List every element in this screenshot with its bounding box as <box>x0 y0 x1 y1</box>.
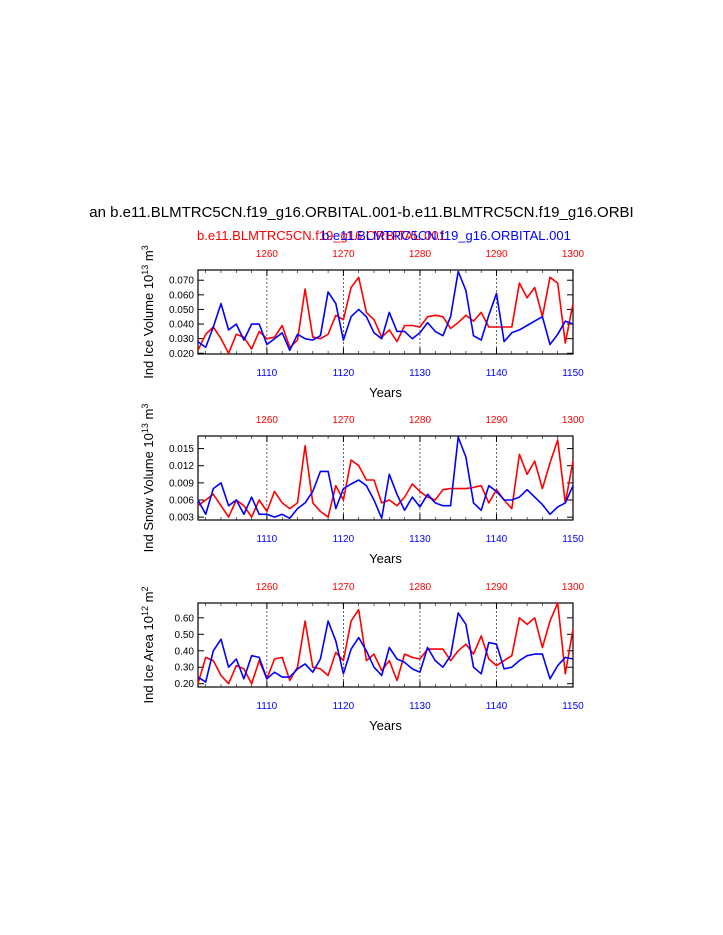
x-tick-label-bottom: 1110 <box>256 534 277 545</box>
y-tick-label: 0.30 <box>175 663 195 674</box>
x-tick-label-bottom: 1140 <box>486 534 508 545</box>
x-tick-label-bottom: 1130 <box>409 701 431 712</box>
y-tick-label: 0.003 <box>169 513 194 524</box>
x-axis-label: Years <box>369 718 402 733</box>
x-tick-label-top: 1300 <box>562 249 585 260</box>
plot-frame <box>197 435 574 521</box>
y-tick-label: 0.070 <box>169 276 194 287</box>
x-tick-label-bottom: 1110 <box>256 701 277 712</box>
x-tick-label-top: 1280 <box>409 249 432 260</box>
y-tick-label: 0.020 <box>169 349 194 360</box>
y-tick-label: 0.015 <box>169 444 194 455</box>
x-tick-label-top: 1270 <box>332 249 355 260</box>
x-tick-label-top: 1270 <box>332 582 355 593</box>
y-axis-label: Ind Snow Volume 1013 m3 <box>140 404 156 553</box>
y-axis-label: Ind Ice Area 1012 m2 <box>140 587 156 704</box>
y-tick-label: 0.009 <box>169 478 194 489</box>
x-tick-label-bottom: 1120 <box>333 368 355 379</box>
y-tick-label: 0.50 <box>175 630 195 641</box>
y-tick-label: 0.040 <box>169 320 194 331</box>
x-tick-label-bottom: 1130 <box>409 368 431 379</box>
x-tick-label-top: 1280 <box>409 582 432 593</box>
x-tick-label-top: 1290 <box>485 249 508 260</box>
x-tick-label-top: 1300 <box>562 415 585 426</box>
chart-panel-3: 1110 1260 1120 1270 1130 1280 1140 1290 1150 1300… <box>140 582 585 733</box>
y-tick-label: 0.030 <box>169 334 194 345</box>
x-tick-label-top: 1260 <box>256 582 279 593</box>
y-tick-label: 0.60 <box>175 613 195 624</box>
y-tick-label: 0.060 <box>169 290 194 301</box>
x-tick-label-top: 1270 <box>332 415 355 426</box>
chart-panel-2: 1110 1260 1120 1270 1130 1280 1140 1290 1150 1300… <box>140 404 585 566</box>
chart-title: an b.e11.BLMTRC5CN.f19_g16.ORBITAL.001-b… <box>89 204 634 221</box>
x-tick-label-top: 1260 <box>256 415 279 426</box>
x-tick-label-top: 1260 <box>256 249 279 260</box>
x-tick-label-bottom: 1120 <box>333 534 355 545</box>
x-axis-label: Years <box>369 551 402 566</box>
y-tick-label: 0.012 <box>169 461 194 472</box>
x-tick-label-bottom: 1150 <box>562 701 584 712</box>
x-tick-label-top: 1290 <box>485 415 508 426</box>
x-tick-label-bottom: 1130 <box>409 534 431 545</box>
subtitle-blue: b.e11.BLMTRC5CN.f19_g16.ORBITAL.001 <box>322 228 571 243</box>
y-tick-label: 0.050 <box>169 305 194 316</box>
x-tick-label-top: 1290 <box>485 582 508 593</box>
series-line-blue <box>197 436 574 520</box>
y-tick-label: 0.006 <box>169 496 194 507</box>
x-tick-label-top: 1300 <box>562 582 585 593</box>
y-tick-label: 0.20 <box>175 679 195 690</box>
x-tick-label-bottom: 1120 <box>333 701 355 712</box>
y-tick-label: 0.40 <box>175 646 195 657</box>
plot-frame <box>197 269 574 355</box>
x-tick-label-top: 1280 <box>409 415 432 426</box>
x-axis-label: Years <box>369 385 402 400</box>
series-line-red <box>197 276 574 355</box>
chart-panel-1: 1110 1260 1120 1270 1130 1280 1140 1290 1150 1300… <box>140 245 585 400</box>
plot-frame <box>197 602 574 688</box>
y-axis-label: Ind Ice Volume 1013 m3 <box>140 245 156 379</box>
x-tick-label-bottom: 1150 <box>562 368 584 379</box>
x-tick-label-bottom: 1110 <box>256 368 277 379</box>
x-tick-label-bottom: 1140 <box>486 701 508 712</box>
series-line-blue <box>197 612 574 683</box>
x-tick-label-bottom: 1140 <box>486 368 508 379</box>
series-line-red <box>197 602 574 685</box>
series-line-red <box>197 439 574 518</box>
series-line-blue <box>197 270 574 352</box>
x-tick-label-bottom: 1150 <box>562 534 584 545</box>
subtitle-red: b.e11.BLMTRC5CN.f19_g16.ORBITAL.001 <box>197 228 446 243</box>
